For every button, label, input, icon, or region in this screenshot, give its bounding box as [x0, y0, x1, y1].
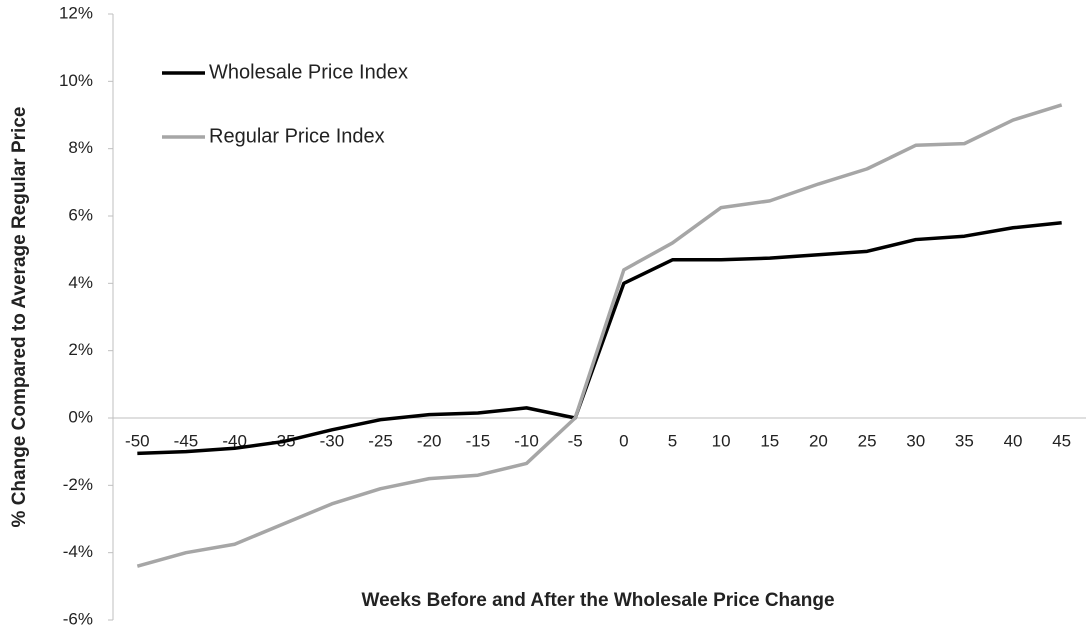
y-tick-label: 12% [59, 3, 93, 22]
x-tick-label: 5 [668, 431, 677, 450]
x-tick-label: -20 [417, 431, 442, 450]
x-tick-label: 20 [809, 431, 828, 450]
y-tick-label: 0% [68, 407, 93, 426]
y-tick-label: -2% [63, 475, 93, 494]
x-tick-label: -30 [320, 431, 345, 450]
y-tick-label: -4% [63, 542, 93, 561]
y-axis-title: % Change Compared to Average Regular Pri… [9, 107, 30, 528]
y-tick-label: -6% [63, 609, 93, 628]
x-tick-label: -15 [466, 431, 491, 450]
x-tick-label: -45 [174, 431, 199, 450]
x-tick-label: 0 [619, 431, 628, 450]
x-tick-label: 30 [906, 431, 925, 450]
x-tick-label: 45 [1052, 431, 1071, 450]
y-tick-label: 10% [59, 71, 93, 90]
x-tick-label: -25 [368, 431, 393, 450]
x-tick-label: 35 [955, 431, 974, 450]
series-line [137, 220, 1062, 456]
x-axis-title: Weeks Before and After the Wholesale Pri… [361, 590, 834, 611]
y-tick-label: 4% [68, 273, 93, 292]
x-tick-label: 10 [712, 431, 731, 450]
legend-label: Regular Price Index [209, 125, 385, 147]
x-tick-label: 15 [760, 431, 779, 450]
series-line [136, 103, 1063, 568]
legend-label: Wholesale Price Index [209, 61, 408, 83]
x-tick-label: 25 [858, 431, 877, 450]
y-tick-label: 8% [68, 138, 93, 157]
y-tick-label: 6% [68, 205, 93, 224]
x-tick-label: -50 [125, 431, 150, 450]
x-tick-label: 40 [1004, 431, 1023, 450]
x-tick-label: -10 [514, 431, 539, 450]
y-tick-label: 2% [68, 340, 93, 359]
x-tick-label: -5 [568, 431, 583, 450]
